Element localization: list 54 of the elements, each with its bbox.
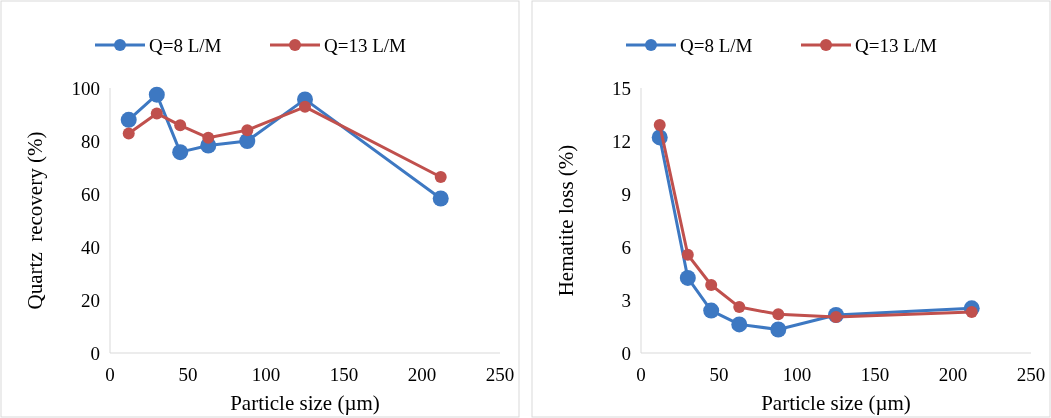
x-tick-label: 150	[860, 364, 890, 385]
x-tick-label: 250	[485, 364, 515, 385]
y-tick-label: 80	[81, 130, 100, 152]
x-tick-label: 250	[1016, 364, 1046, 385]
x-tick-label: 100	[251, 364, 281, 385]
legend-label: Q=13 L/M	[324, 34, 407, 56]
y-tick-label: 60	[81, 183, 100, 205]
point	[432, 190, 449, 207]
point	[241, 124, 254, 137]
x-tick-label: 0	[636, 364, 646, 385]
y-tick-label: 100	[71, 77, 100, 99]
x-axis-title: Particle size (µm)	[230, 391, 380, 415]
y-tick-label: 20	[81, 289, 100, 311]
y-tick-label: 15	[612, 77, 631, 99]
point	[148, 86, 165, 103]
x-tick-label: 200	[938, 364, 968, 385]
point	[202, 131, 215, 144]
point	[772, 308, 785, 321]
point	[172, 144, 189, 161]
x-tick-label: 150	[329, 364, 359, 385]
point	[681, 248, 694, 261]
point	[122, 127, 135, 140]
point	[733, 301, 746, 314]
y-tick-label: 0	[90, 342, 100, 364]
x-tick-label: 100	[782, 364, 812, 385]
legend-label: Q=8 L/M	[149, 34, 222, 56]
legend-label: Q=13 L/M	[855, 34, 938, 56]
point	[679, 269, 696, 286]
point	[174, 119, 187, 132]
y-tick-label: 40	[81, 236, 100, 258]
y-tick-label: 12	[612, 130, 631, 152]
y-axis-title: Quartz recovery (%)	[23, 131, 47, 310]
point	[299, 100, 311, 113]
x-tick-label: 50	[709, 364, 729, 385]
point	[770, 321, 787, 338]
point	[731, 316, 748, 333]
point	[150, 107, 163, 120]
point	[965, 306, 978, 319]
y-tick-label: 9	[621, 183, 631, 205]
point	[239, 133, 256, 149]
y-axis-title: Hematite loss (%)	[554, 144, 578, 297]
y-tick-label: 6	[621, 236, 631, 258]
point	[703, 302, 720, 319]
point	[653, 119, 666, 132]
y-tick-label: 3	[621, 289, 631, 311]
point	[434, 171, 447, 184]
x-tick-label: 50	[178, 364, 198, 385]
legend-label: Q=8 L/M	[680, 34, 753, 56]
point	[120, 111, 137, 128]
y-tick-label: 0	[621, 342, 631, 364]
x-axis-title: Particle size (µm)	[761, 391, 911, 415]
point	[705, 278, 718, 291]
x-tick-label: 200	[407, 364, 437, 385]
x-tick-label: 0	[105, 364, 115, 385]
